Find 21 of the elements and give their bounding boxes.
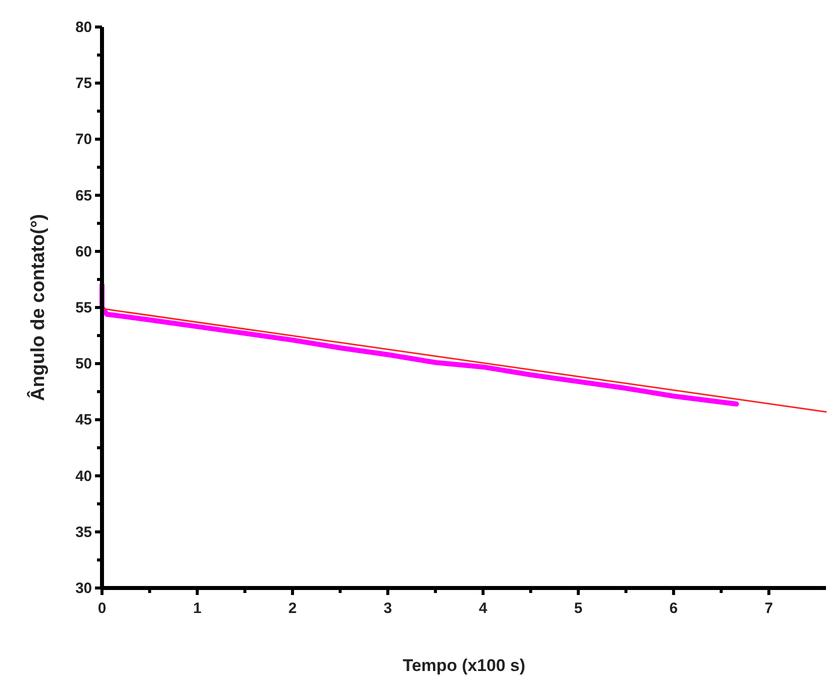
x-tick-label: 4 [478, 600, 488, 617]
y-tick-label: 40 [75, 468, 92, 485]
y-tick-label: 55 [75, 300, 92, 316]
y-tick-label: 50 [75, 356, 92, 373]
y-tick-label: 60 [75, 243, 92, 260]
y-tick-label: 70 [75, 131, 92, 148]
y-tick-label: 35 [75, 524, 92, 541]
y-tick-label: 75 [75, 75, 92, 92]
x-axis-title: Tempo (x100 s) [402, 656, 526, 675]
x-tick-label: 5 [574, 600, 582, 617]
x-tick-label: 0 [98, 600, 106, 617]
y-tick-label: 30 [75, 580, 92, 597]
x-tick-label: 6 [669, 600, 678, 617]
x-tick-label: 7 [764, 600, 774, 617]
y-tick-label: 65 [75, 187, 92, 204]
x-tick-label: 2 [288, 600, 297, 617]
y-tick-label: 45 [75, 412, 92, 429]
y-tick-label: 80 [75, 19, 92, 36]
x-tick-label: 3 [384, 600, 392, 617]
y-axis-title: Ângulo de contato(°) [26, 214, 49, 402]
x-tick-label: 1 [193, 600, 202, 617]
